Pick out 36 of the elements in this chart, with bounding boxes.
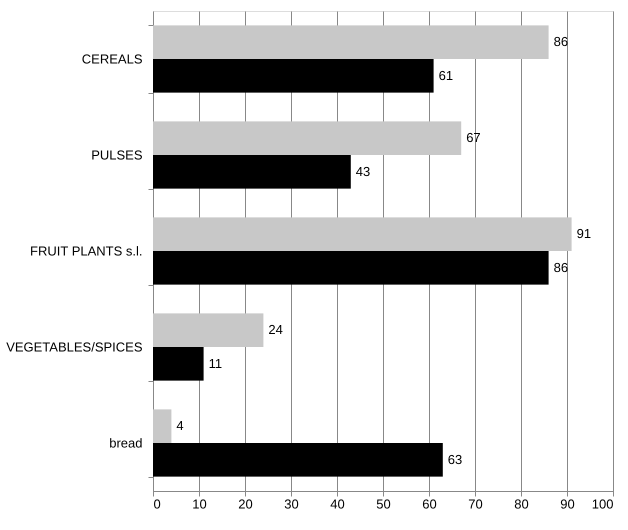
data-label: 24 <box>268 322 283 338</box>
x-tick-label: 20 <box>238 496 253 512</box>
x-tick-label: 40 <box>330 496 345 512</box>
bar <box>153 25 549 59</box>
y-tick-label: bread <box>109 436 142 450</box>
x-tick-label: 30 <box>284 496 299 512</box>
data-label: 86 <box>554 34 568 50</box>
bar <box>153 217 572 251</box>
x-tick-label: 50 <box>376 496 391 512</box>
x-tick-label: 100 <box>592 496 614 512</box>
data-label: 11 <box>208 356 222 371</box>
bar <box>153 443 443 477</box>
x-tick-label: 80 <box>514 496 529 512</box>
data-label: 4 <box>176 418 184 434</box>
data-label: 67 <box>466 130 481 146</box>
x-tick-label: 90 <box>560 496 575 512</box>
bar <box>153 59 434 93</box>
data-label: 61 <box>438 68 454 83</box>
bar <box>153 409 172 443</box>
x-tick-label: 70 <box>468 496 483 512</box>
bar <box>153 251 549 285</box>
data-label: 91 <box>576 226 592 242</box>
data-label: 86 <box>554 260 568 275</box>
x-tick-label: 60 <box>422 496 437 512</box>
data-label: 43 <box>356 164 370 179</box>
y-tick-label: CEREALS <box>82 52 143 66</box>
x-tick-label: 0 <box>154 496 161 512</box>
bar <box>153 121 462 155</box>
bar <box>153 155 351 189</box>
bar <box>153 347 204 381</box>
x-tick-label: 10 <box>192 496 207 512</box>
y-tick-label: PULSES <box>91 148 143 162</box>
y-tick-label: FRUIT PLANTS s.l. <box>30 244 142 258</box>
data-label: 63 <box>448 452 462 467</box>
bar <box>153 313 264 347</box>
y-tick-label: VEGETABLES/SPICES <box>6 340 143 354</box>
